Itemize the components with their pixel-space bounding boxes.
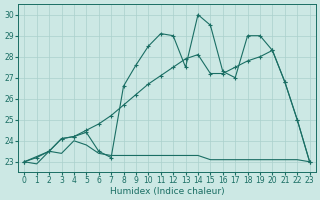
X-axis label: Humidex (Indice chaleur): Humidex (Indice chaleur) — [110, 187, 224, 196]
